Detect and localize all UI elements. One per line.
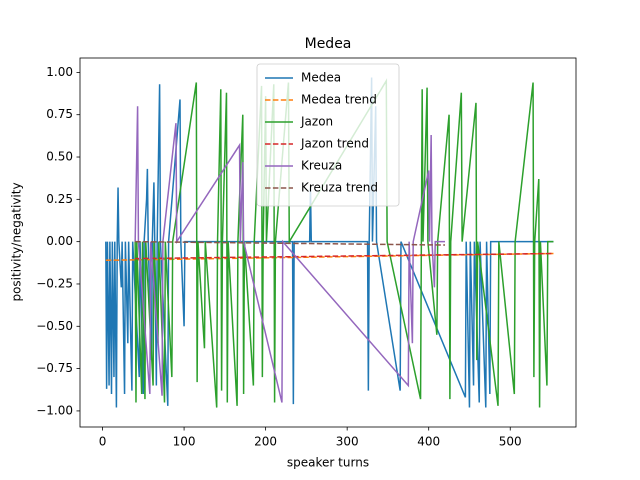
legend-label: Jazon	[300, 115, 333, 129]
y-tick-label: −0.50	[36, 319, 73, 333]
legend-label: Medea trend	[301, 93, 377, 107]
y-tick-label: 0.00	[46, 234, 73, 248]
series-line	[135, 252, 554, 260]
legend-label: Medea	[301, 71, 341, 85]
y-tick-label: −0.75	[36, 361, 73, 375]
series-line	[105, 77, 554, 408]
legend-label: Jazon trend	[300, 137, 369, 151]
x-tick-label: 500	[499, 435, 522, 449]
y-tick-label: 0.50	[46, 150, 73, 164]
x-tick-label: 100	[173, 435, 196, 449]
y-tick-label: 0.25	[46, 192, 73, 206]
series-line	[135, 240, 446, 246]
legend-label: Kreuza	[301, 159, 342, 173]
x-tick-label: 400	[417, 435, 440, 449]
y-axis-label: positivity/negativity	[10, 182, 24, 301]
chart-title: Medea	[305, 36, 352, 52]
x-axis-label: speaker turns	[287, 456, 369, 470]
x-tick-label: 300	[336, 435, 359, 449]
x-tick-label: 0	[99, 435, 107, 449]
x-tick-label: 200	[254, 435, 277, 449]
legend-label: Kreuza trend	[301, 181, 378, 195]
series-line	[134, 106, 446, 403]
y-tick-label: −0.25	[36, 276, 73, 290]
plot-frame	[79, 57, 577, 428]
y-tick-label: 0.75	[46, 107, 73, 121]
y-tick-label: 1.00	[46, 65, 73, 79]
y-tick-label: −1.00	[36, 403, 73, 417]
